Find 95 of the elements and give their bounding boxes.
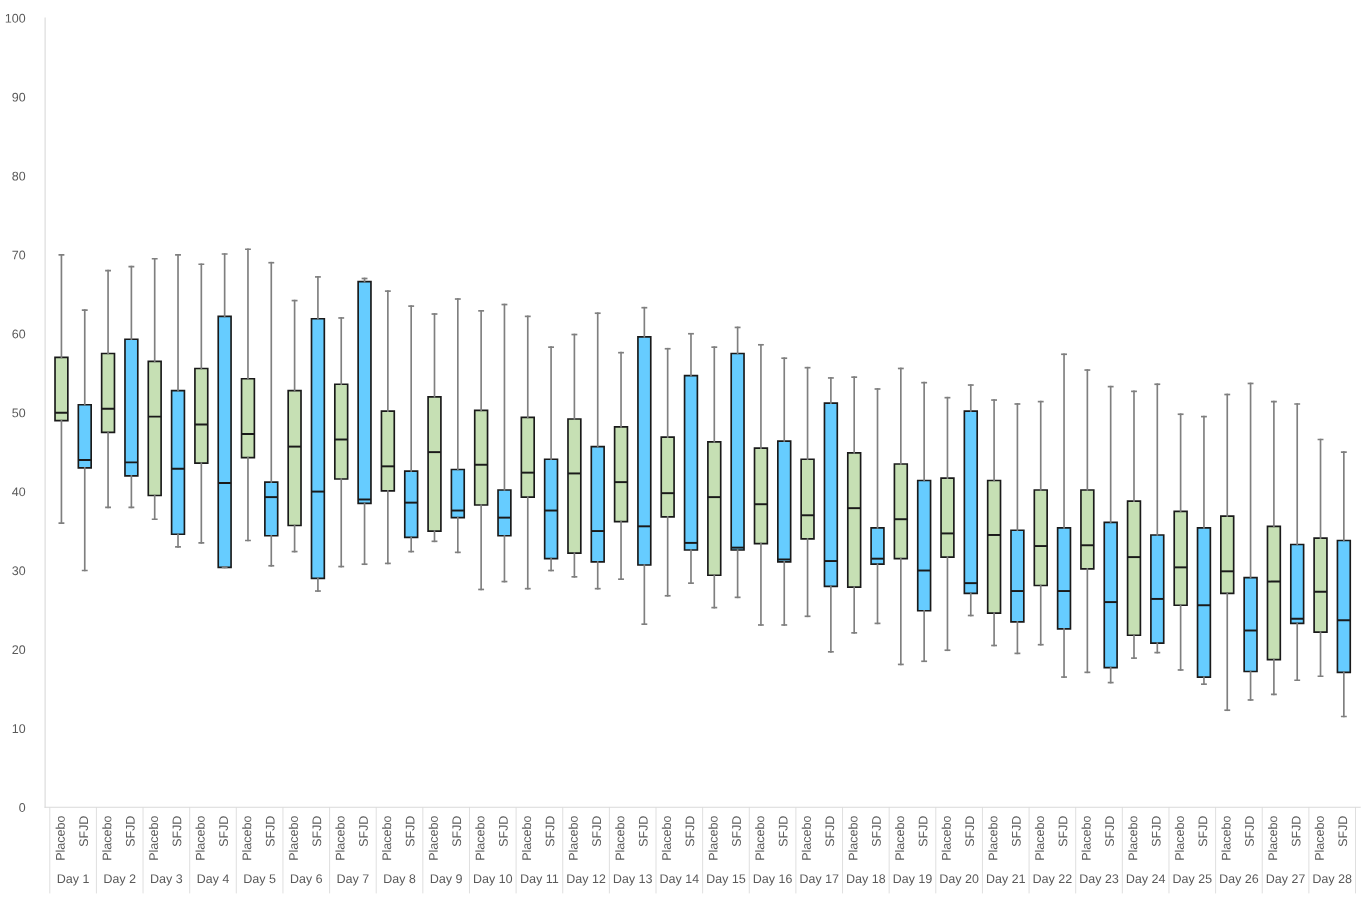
x-tick-label: SFJD <box>1011 816 1021 847</box>
text: Day 21 <box>986 874 1025 886</box>
x-tick-label: SFJD <box>452 816 462 847</box>
y-tick-label: 80 <box>12 171 26 181</box>
text: Day 15 <box>707 874 746 886</box>
x-tick-label: SFJD <box>219 816 228 847</box>
y-tick-label: 50 <box>12 408 26 418</box>
y-tick-label: 100 <box>5 13 26 23</box>
y-tick-label: 40 <box>12 487 26 497</box>
text: Day 2 <box>104 874 136 886</box>
x-tick-label: SFJD <box>638 816 648 847</box>
x-tick-label: Placebo <box>1081 816 1091 860</box>
text: Day 11 <box>521 874 559 886</box>
text: Day 23 <box>1080 874 1119 886</box>
x-tick-label: Placebo <box>848 816 858 860</box>
x-tick-label: SFJD <box>965 816 975 847</box>
x-tick-label: Placebo <box>1174 816 1184 860</box>
x-tick-label: SFJD <box>312 816 322 847</box>
y-tick-label: 60 <box>12 329 26 339</box>
x-tick-label: SFJD <box>732 816 741 847</box>
x-tick-label: SFJD <box>778 816 788 847</box>
x-tick-label: SFJD <box>872 816 881 847</box>
x-tick-label: Placebo <box>755 816 765 860</box>
x-tick-label: Placebo <box>1221 816 1231 860</box>
x-tick-label: SFJD <box>592 816 602 847</box>
x-tick-label: Placebo <box>801 816 811 860</box>
text: Day 9 <box>430 874 462 886</box>
text: Day 16 <box>753 874 792 886</box>
x-tick-label: Placebo <box>288 816 298 860</box>
text: Day 7 <box>337 874 369 886</box>
text: Day 24 <box>1126 874 1166 886</box>
x-tick-label: Placebo <box>1268 816 1278 860</box>
text: Day 28 <box>1313 874 1352 886</box>
x-tick-label: SFJD <box>1058 816 1068 847</box>
x-tick-label: Placebo <box>615 816 625 860</box>
x-tick-label: Placebo <box>661 816 672 860</box>
x-tick-label: SFJD <box>172 816 182 847</box>
text: Day 22 <box>1033 874 1072 886</box>
text: Day 3 <box>151 874 183 886</box>
text: Day 4 <box>197 874 229 886</box>
text: Day 20 <box>940 874 979 886</box>
x-tick-label: Placebo <box>242 816 252 860</box>
x-tick-label: SFJD <box>265 816 275 847</box>
x-tick-label: SFJD <box>1151 816 1161 847</box>
x-tick-label: Placebo <box>1128 816 1138 860</box>
text: Day 18 <box>847 874 886 886</box>
x-tick-label: SFJD <box>918 816 928 847</box>
x-tick-label: Placebo <box>521 816 532 860</box>
x-tick-label: SFJD <box>1198 816 1208 847</box>
x-tick-label: Placebo <box>988 816 998 860</box>
x-tick-label: Placebo <box>941 816 951 860</box>
x-tick-label: SFJD <box>1245 816 1254 847</box>
x-tick-label: Placebo <box>428 816 438 860</box>
text: Day 27 <box>1266 874 1305 886</box>
x-tick-label: Placebo <box>382 816 392 860</box>
text: Day 25 <box>1173 874 1212 886</box>
text: Day 14 <box>660 874 699 886</box>
x-tick-label: Placebo <box>195 816 205 860</box>
x-tick-label: SFJD <box>498 816 508 847</box>
text: Day 1 <box>57 874 89 886</box>
x-tick-label: SFJD <box>1338 816 1348 847</box>
text: Day 19 <box>893 874 932 886</box>
x-tick-label: Placebo <box>1314 816 1324 860</box>
text: Day 10 <box>474 874 513 886</box>
text: Day 5 <box>244 874 276 886</box>
x-tick-label: SFJD <box>545 816 555 847</box>
y-tick-label: 70 <box>12 250 26 260</box>
x-tick-label: SFJD <box>79 816 89 847</box>
x-tick-label: SFJD <box>125 816 135 847</box>
y-tick-label: 10 <box>12 724 26 734</box>
y-tick-label: 30 <box>12 566 26 576</box>
x-tick-label: Placebo <box>102 816 112 860</box>
x-tick-label: SFJD <box>1105 816 1115 847</box>
x-tick-label: SFJD <box>1291 816 1301 847</box>
text: Day 8 <box>384 874 416 886</box>
x-tick-label: Placebo <box>1034 816 1045 860</box>
x-tick-label: Placebo <box>568 816 578 860</box>
text: Day 13 <box>613 874 652 886</box>
x-tick-label: Placebo <box>148 816 159 860</box>
text: Day 12 <box>567 874 606 886</box>
x-tick-label: Placebo <box>895 816 905 860</box>
x-tick-label: Placebo <box>708 816 718 860</box>
x-tick-label: Placebo <box>475 816 485 860</box>
x-tick-label: SFJD <box>405 816 415 847</box>
text: Day 26 <box>1220 874 1259 886</box>
text: Day 17 <box>800 874 839 886</box>
y-tick-label: 0 <box>19 803 26 812</box>
x-tick-label: SFJD <box>359 816 368 847</box>
text: Day 6 <box>290 874 323 886</box>
y-tick-label: 90 <box>12 92 26 102</box>
y-tick-label: 20 <box>12 645 26 655</box>
x-tick-label: Placebo <box>55 816 65 860</box>
x-tick-label: Placebo <box>335 816 345 860</box>
x-tick-label: SFJD <box>825 816 835 847</box>
x-tick-label: SFJD <box>685 816 695 847</box>
